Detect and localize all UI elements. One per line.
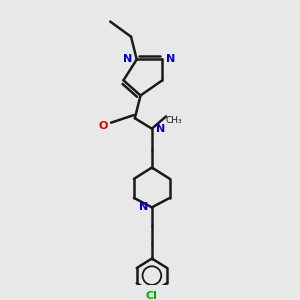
Text: N: N xyxy=(166,55,176,64)
Text: N: N xyxy=(123,55,132,64)
Text: Cl: Cl xyxy=(146,291,158,300)
Text: CH₃: CH₃ xyxy=(165,116,182,124)
Text: O: O xyxy=(99,121,108,131)
Text: N: N xyxy=(156,124,165,134)
Text: N: N xyxy=(139,202,148,212)
